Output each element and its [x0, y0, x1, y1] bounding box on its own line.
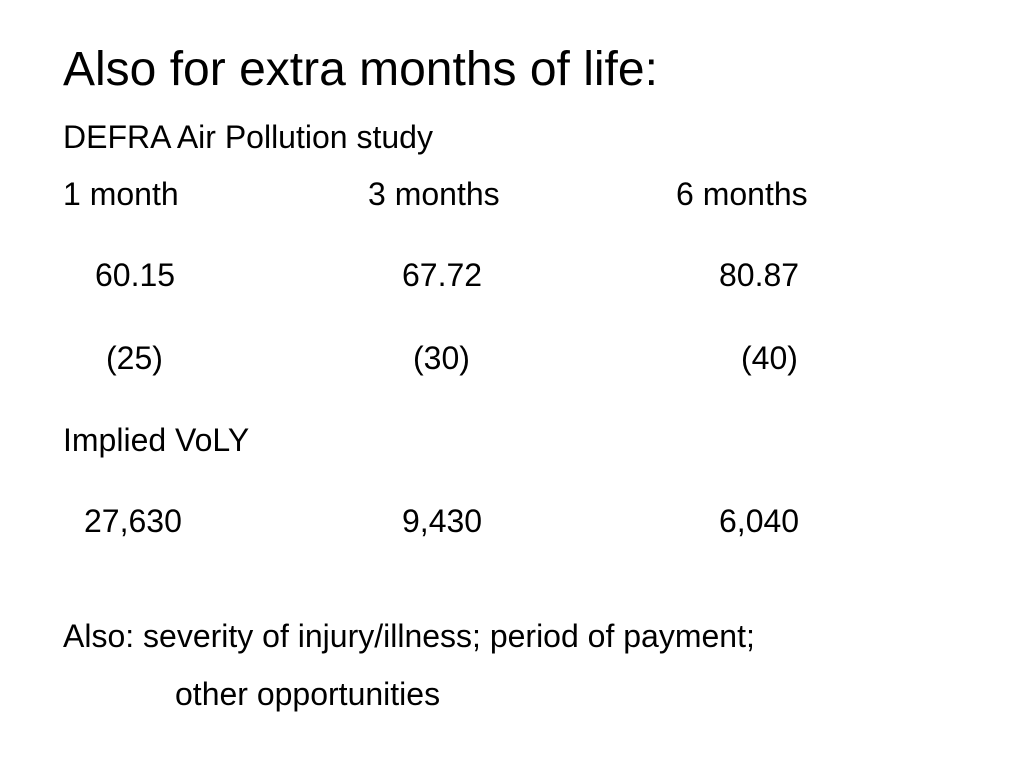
- count-1-month: (25): [106, 340, 163, 376]
- voly-3-months: 9,430: [402, 503, 483, 539]
- count-3-months: (30): [413, 340, 470, 376]
- value-6-months: 80.87: [719, 257, 800, 293]
- voly-1-month: 27,630: [84, 503, 182, 539]
- column-header-3-months: 3 months: [368, 176, 500, 212]
- slide-title: Also for extra months of life:: [63, 43, 658, 96]
- value-1-month: 60.15: [95, 257, 176, 293]
- study-label: DEFRA Air Pollution study: [63, 119, 433, 155]
- column-header-1-month: 1 month: [63, 176, 179, 212]
- implied-voly-label: Implied VoLY: [63, 422, 250, 458]
- voly-6-months: 6,040: [719, 503, 800, 539]
- count-6-months: (40): [741, 340, 798, 376]
- column-header-6-months: 6 months: [676, 176, 808, 212]
- note-line-2: other opportunities: [175, 676, 441, 712]
- value-3-months: 67.72: [402, 257, 483, 293]
- note-line-1: Also: severity of injury/illness; period…: [63, 618, 755, 654]
